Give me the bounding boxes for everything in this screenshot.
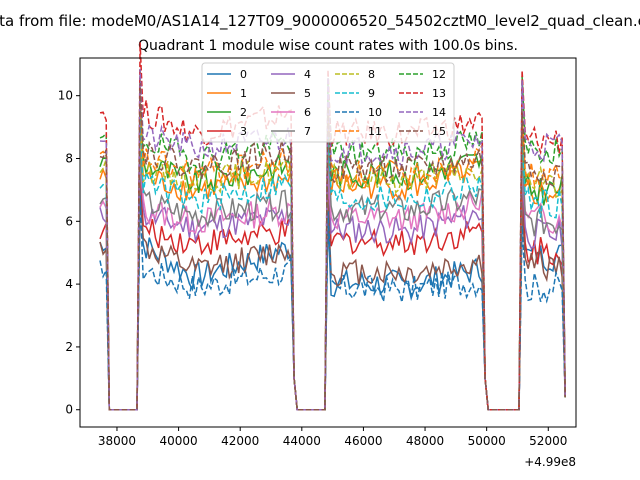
legend-label: 0 — [240, 68, 247, 81]
x-tick-label: 50000 — [468, 434, 506, 448]
chart-suptitle: Data from file: modeM0/AS1A14_127T09_900… — [0, 12, 640, 31]
legend-label: 12 — [432, 68, 446, 81]
series-line-4 — [99, 158, 566, 411]
x-tick-label: 42000 — [221, 434, 259, 448]
series-line-1 — [99, 110, 566, 411]
y-tick-label: 10 — [58, 89, 73, 103]
x-tick-label: 48000 — [406, 434, 444, 448]
legend-label: 7 — [304, 125, 311, 138]
legend-label: 11 — [368, 125, 382, 138]
chart-title: Quadrant 1 module wise count rates with … — [138, 38, 518, 54]
series-line-3 — [99, 165, 566, 411]
legend-label: 15 — [432, 125, 446, 138]
legend-box — [201, 62, 455, 143]
x-tick-label: 40000 — [159, 434, 197, 448]
legend-label: 14 — [432, 106, 446, 119]
legend-label: 9 — [368, 87, 375, 100]
plot-lines — [99, 42, 566, 411]
x-tick-label: 46000 — [344, 434, 382, 448]
legend-label: 4 — [304, 68, 311, 81]
y-tick-label: 8 — [65, 151, 73, 165]
y-tick-label: 4 — [65, 277, 73, 291]
x-axis: 38000 40000 42000 44000 46000 48000 50000 52000 — [98, 427, 567, 448]
series-line-10 — [99, 195, 566, 411]
legend-label: 8 — [368, 68, 375, 81]
y-tick-label: 6 — [65, 214, 73, 228]
y-tick-label: 2 — [65, 340, 73, 354]
y-tick-label: 0 — [65, 403, 73, 417]
legend-label: 3 — [240, 125, 247, 138]
x-tick-label: 38000 — [98, 434, 136, 448]
x-offset-label: +4.99e8 — [524, 455, 576, 469]
series-line-15 — [99, 82, 566, 411]
legend-label: 1 — [240, 87, 247, 100]
y-axis: 0 2 4 6 8 10 — [58, 89, 80, 417]
legend-label: 10 — [368, 106, 382, 119]
x-tick-label: 44000 — [283, 434, 321, 448]
series-line-14 — [99, 68, 566, 411]
legend-label: 5 — [304, 87, 311, 100]
legend-label: 13 — [432, 87, 446, 100]
legend-label: 6 — [304, 106, 311, 119]
x-tick-label: 52000 — [529, 434, 567, 448]
series-line-13 — [99, 42, 566, 411]
plot-frame — [79, 57, 577, 428]
series-line-9 — [99, 106, 566, 411]
legend-label: 2 — [240, 106, 247, 119]
